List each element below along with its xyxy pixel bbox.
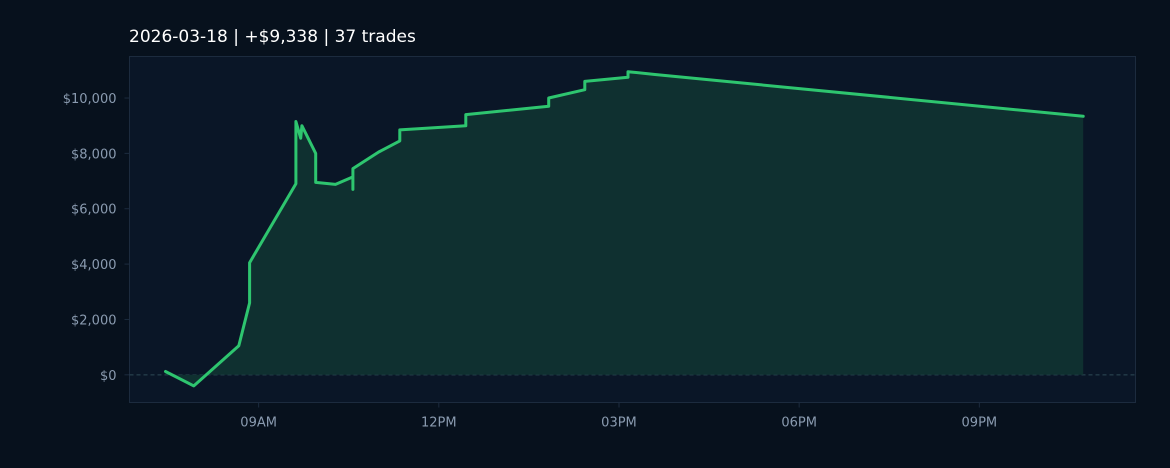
y-tick-label: $8,000 [71, 147, 117, 162]
x-tick-label: 09PM [962, 416, 998, 431]
y-axis: $0 $2,000 $4,000 $6,000 $8,000 $10,000 [63, 92, 130, 384]
x-tick-label: 12PM [421, 416, 457, 431]
chart-title: 2026-03-18 | +$9,338 | 37 trades [129, 27, 416, 47]
y-tick-label: $0 [100, 369, 117, 384]
equity-area-fill [165, 71, 1084, 386]
y-tick-label: $4,000 [71, 258, 117, 273]
x-tick-label: 09AM [240, 416, 277, 431]
x-tick-label: 03PM [601, 416, 637, 431]
x-axis: 09AM 12PM 03PM 06PM 09PM [240, 402, 998, 431]
y-tick-label: $2,000 [71, 313, 117, 328]
equity-line [164, 70, 1085, 388]
y-tick-label: $6,000 [71, 203, 117, 218]
x-tick-label: 06PM [781, 416, 817, 431]
y-tick-label: $10,000 [63, 92, 117, 107]
